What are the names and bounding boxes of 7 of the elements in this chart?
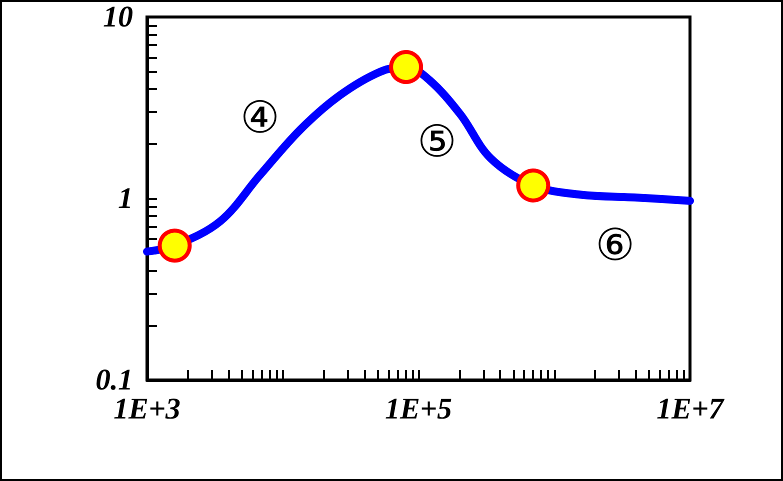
annotation: ⑤	[417, 116, 457, 168]
annotation: ④	[240, 92, 280, 144]
y-tick-label: 1	[118, 182, 133, 215]
x-tick-label: 1E+7	[656, 392, 725, 426]
y-tick-label: 10	[103, 0, 133, 34]
annotation: ⑥	[595, 220, 635, 272]
x-tick-label: 1E+5	[384, 392, 452, 426]
